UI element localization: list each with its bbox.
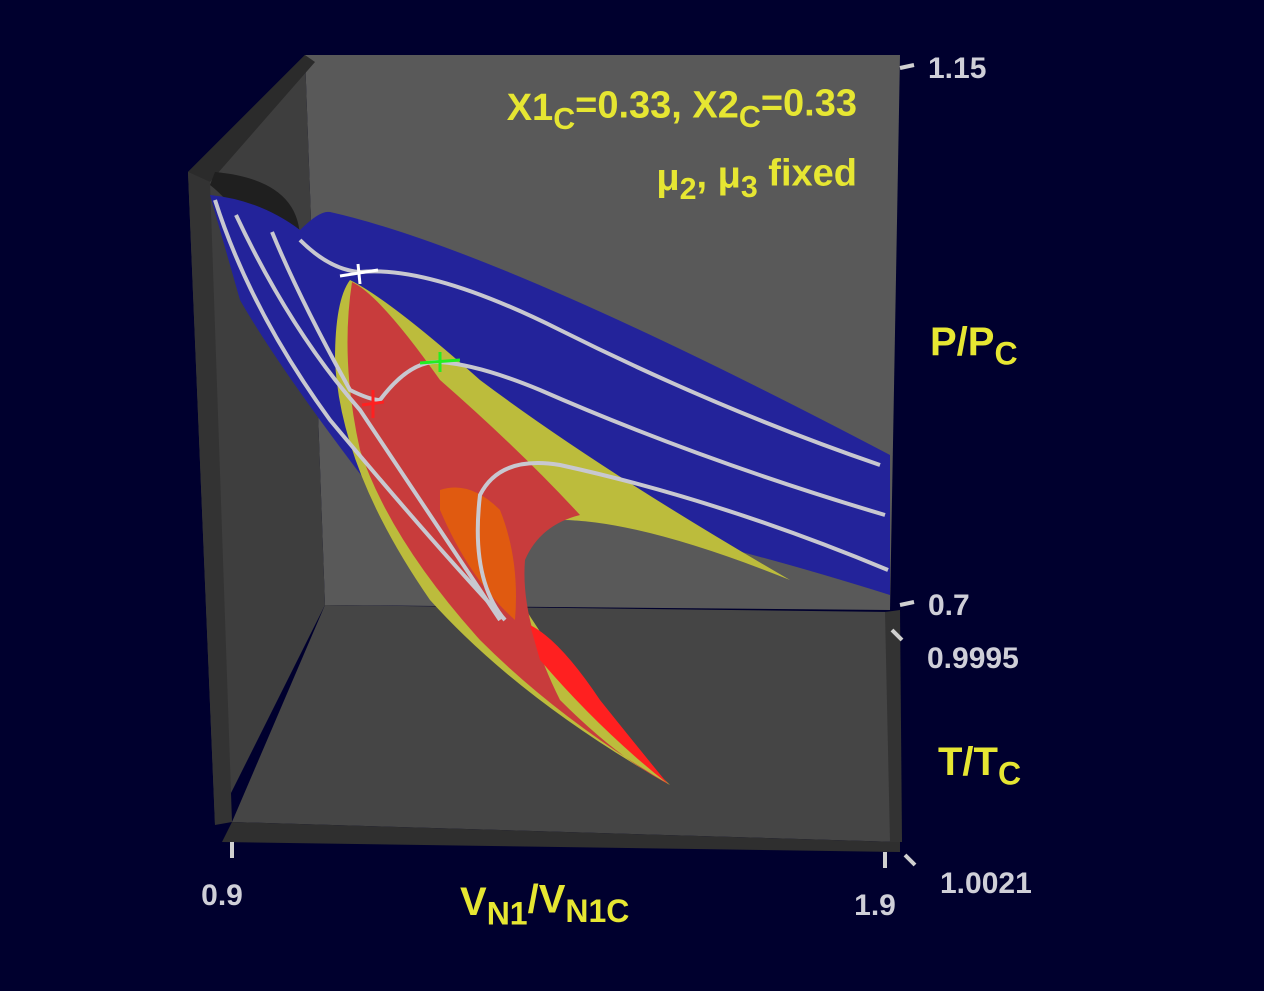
z-tick: [899, 63, 915, 70]
label-text: fixed: [758, 152, 857, 194]
y-tick-label: 0.9995: [927, 642, 1019, 675]
z-tick-label: 0.7: [928, 589, 970, 622]
wall-edge: [188, 172, 232, 825]
y-axis-label: T/TC: [938, 740, 1021, 792]
wall-edge: [188, 55, 315, 182]
label-text: /V: [528, 878, 566, 922]
x-tick-label: 0.9: [201, 879, 243, 912]
label-text: V: [460, 880, 487, 924]
x-axis-label: VN1/VN1C: [460, 878, 629, 932]
label-text: T/T: [938, 740, 998, 784]
subscript: N1C: [565, 893, 629, 929]
label-text: P/P: [930, 320, 994, 364]
floor: [232, 605, 900, 842]
subscript: 2: [680, 172, 697, 206]
label-text: =0.33: [761, 82, 857, 124]
z-tick-label: 1.15: [928, 52, 986, 85]
subscript: C: [739, 100, 761, 134]
label-text: , μ: [696, 155, 740, 197]
curves: [213, 199, 889, 622]
subscript: N1: [487, 896, 528, 932]
z-tick: [899, 600, 915, 607]
label-text: μ: [656, 157, 679, 199]
label-text: X1: [507, 87, 553, 129]
floor-edge: [222, 822, 900, 852]
surface-bright-red: [530, 625, 668, 784]
annotation: X1C=0.33, X2C=0.33: [507, 82, 857, 136]
subscript: C: [998, 756, 1021, 792]
y-tick: [903, 853, 917, 867]
subscript: C: [553, 102, 575, 136]
y-tick-label: 1.0021: [940, 867, 1032, 900]
subscript: C: [994, 336, 1017, 372]
floor-edge: [885, 610, 902, 842]
subscript: 3: [741, 170, 758, 204]
annotation: μ2, μ3 fixed: [656, 152, 857, 206]
surface-red: [347, 282, 670, 785]
z-axis-label: P/PC: [930, 320, 1018, 372]
x-tick-label: 1.9: [854, 889, 896, 922]
y-tick: [890, 628, 904, 642]
label-text: =0.33, X2: [575, 85, 739, 127]
markers: [339, 263, 461, 418]
